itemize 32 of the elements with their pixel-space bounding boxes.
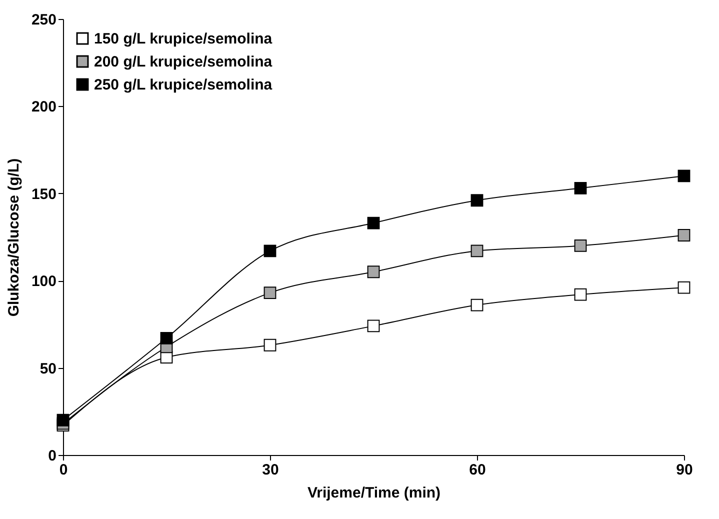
point [574,288,587,301]
point [264,338,276,352]
x-tick-label: 90 [676,462,693,478]
y-tick-label: 200 [31,98,56,116]
point [678,281,690,294]
point [367,320,380,332]
point [678,170,690,182]
point [574,182,587,194]
point [367,266,380,278]
point [470,244,484,258]
x-axis-title: Vrijeme/Time (min) [307,484,441,502]
y-tick-label: 150 [31,186,56,203]
y-tick-label: 100 [31,273,56,290]
y-tick-label: 0 [48,448,56,464]
point [264,244,276,258]
x-tick-label: 30 [262,462,279,478]
y-tick-label: 250 [31,12,56,28]
x-tick-label: 60 [469,462,486,478]
point [678,229,690,242]
y-axis-title: Glukoza/Glucose (g/L) [5,158,22,317]
point [56,414,70,426]
point [470,298,484,312]
legend-label: 150 g/L krupice/semolina [94,30,273,48]
y-tick-label: 50 [40,360,56,378]
point [264,286,276,300]
point [470,194,484,207]
legend-label: 250 g/L krupice/semolina [94,76,273,94]
point [160,332,173,344]
point [367,216,380,230]
legend-label: 200 g/L krupice/semolina [94,54,273,70]
point [574,240,587,252]
x-tick-label: 0 [59,462,68,478]
